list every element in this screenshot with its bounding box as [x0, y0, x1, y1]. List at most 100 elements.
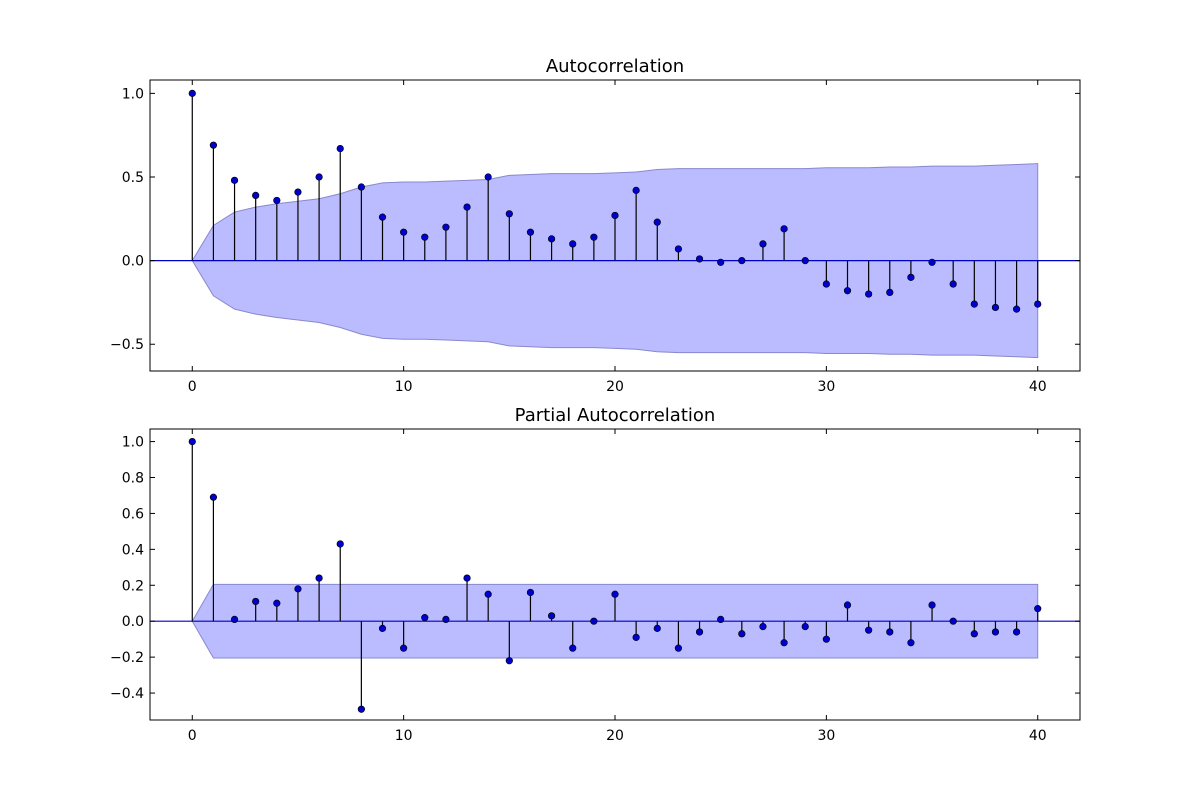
marker-lag-9 [378, 213, 387, 221]
marker-lag-2 [230, 176, 239, 184]
marker-lag-14 [484, 173, 492, 181]
marker-lag-5 [294, 188, 302, 196]
marker-lag-29 [801, 622, 809, 631]
marker-lag-29 [801, 257, 809, 265]
marker-lag-30 [822, 280, 830, 288]
marker-lag-30 [822, 635, 830, 643]
marker-lag-40 [1034, 300, 1042, 308]
y-tick-label: 0.2 [122, 578, 144, 594]
marker-lag-15 [505, 210, 513, 218]
marker-lag-27 [759, 622, 767, 631]
marker-lag-32 [865, 290, 873, 298]
marker-lag-12 [442, 615, 450, 624]
marker-lag-39 [1012, 305, 1021, 313]
marker-lag-8 [357, 705, 365, 713]
marker-lag-0 [188, 89, 196, 97]
y-tick-label: 0.6 [122, 506, 144, 522]
x-tick-label: 30 [817, 728, 835, 744]
marker-lag-33 [886, 628, 894, 636]
marker-lag-24 [695, 255, 704, 263]
marker-lag-21 [632, 186, 640, 194]
marker-lag-23 [674, 644, 683, 652]
marker-lag-40 [1034, 605, 1042, 613]
y-tick-label: 0.4 [122, 542, 144, 558]
marker-lag-5 [294, 585, 302, 593]
marker-lag-36 [949, 617, 957, 625]
x-tick-label: 20 [606, 728, 624, 744]
marker-lag-26 [738, 257, 746, 265]
y-tick-label: −0.2 [110, 650, 144, 666]
marker-lag-35 [928, 601, 936, 609]
marker-lag-25 [717, 615, 725, 624]
marker-lag-4 [273, 599, 281, 607]
marker-lag-20 [611, 211, 619, 220]
marker-lag-32 [865, 626, 873, 634]
y-tick-label: −0.5 [110, 337, 144, 353]
y-tick-label: 1.0 [122, 435, 144, 451]
marker-lag-8 [357, 183, 365, 191]
marker-lag-2 [230, 615, 239, 624]
marker-lag-17 [547, 612, 556, 620]
x-tick-label: 10 [395, 379, 413, 395]
marker-lag-11 [421, 614, 429, 622]
marker-lag-11 [421, 233, 429, 241]
marker-lag-4 [273, 196, 281, 205]
marker-lag-33 [886, 288, 894, 296]
marker-lag-38 [991, 628, 1000, 636]
marker-lag-6 [315, 173, 323, 181]
marker-lag-36 [949, 280, 957, 288]
y-tick-label: 0.8 [122, 471, 144, 487]
marker-lag-7 [336, 144, 344, 153]
autocorrelation-panel: Autocorrelation 0 10 20 30 40 1.0 0.5 0.0 −0.5 [110, 56, 1081, 395]
marker-lag-0 [188, 437, 196, 446]
marker-lag-14 [484, 590, 492, 598]
marker-lag-16 [526, 228, 535, 236]
x-tick-label: 30 [817, 379, 835, 395]
marker-lag-22 [653, 218, 661, 226]
marker-lag-37 [970, 300, 978, 308]
marker-lag-24 [695, 628, 704, 636]
marker-lag-12 [442, 223, 450, 231]
marker-lag-21 [632, 633, 640, 641]
marker-lag-13 [463, 203, 471, 211]
marker-lag-22 [653, 624, 661, 632]
y-tick-label: 0.5 [122, 170, 144, 186]
partial-autocorrelation-panel: Partial Autocorrelation 0 10 20 30 40 1.0 0.8 0… [110, 405, 1081, 744]
marker-lag-10 [400, 228, 408, 236]
marker-lag-10 [400, 644, 408, 652]
y-tick-label: −0.4 [110, 686, 144, 702]
marker-lag-34 [907, 273, 915, 281]
y-tick-label: 0.0 [122, 254, 144, 270]
x-tick-label: 20 [606, 379, 624, 395]
marker-lag-38 [991, 303, 1000, 312]
marker-lag-13 [463, 574, 471, 582]
marker-lag-25 [717, 258, 725, 266]
marker-lag-19 [590, 617, 598, 625]
marker-lag-39 [1012, 628, 1021, 636]
marker-lag-37 [970, 630, 978, 638]
marker-lag-3 [252, 597, 260, 606]
marker-lag-16 [526, 588, 535, 597]
marker-lag-6 [315, 574, 323, 582]
marker-lag-9 [378, 624, 387, 632]
marker-lag-17 [547, 235, 556, 243]
x-tick-label: 0 [188, 728, 197, 744]
autocorrelation-title: Autocorrelation [546, 56, 684, 77]
marker-lag-18 [569, 644, 577, 652]
x-tick-label: 40 [1029, 728, 1047, 744]
marker-lag-28 [780, 639, 788, 647]
y-tick-label: 1.0 [122, 86, 144, 102]
marker-lag-31 [843, 601, 852, 609]
marker-lag-1 [209, 141, 218, 149]
marker-lag-19 [590, 233, 598, 241]
x-tick-label: 10 [395, 728, 413, 744]
marker-lag-20 [611, 590, 619, 598]
marker-lag-27 [759, 240, 767, 248]
marker-lag-15 [505, 657, 513, 665]
marker-lag-1 [209, 493, 218, 501]
marker-lag-23 [674, 245, 683, 253]
marker-lag-3 [252, 191, 260, 199]
axes-frame [149, 428, 1081, 721]
marker-lag-26 [738, 630, 746, 638]
marker-lag-18 [569, 240, 577, 248]
